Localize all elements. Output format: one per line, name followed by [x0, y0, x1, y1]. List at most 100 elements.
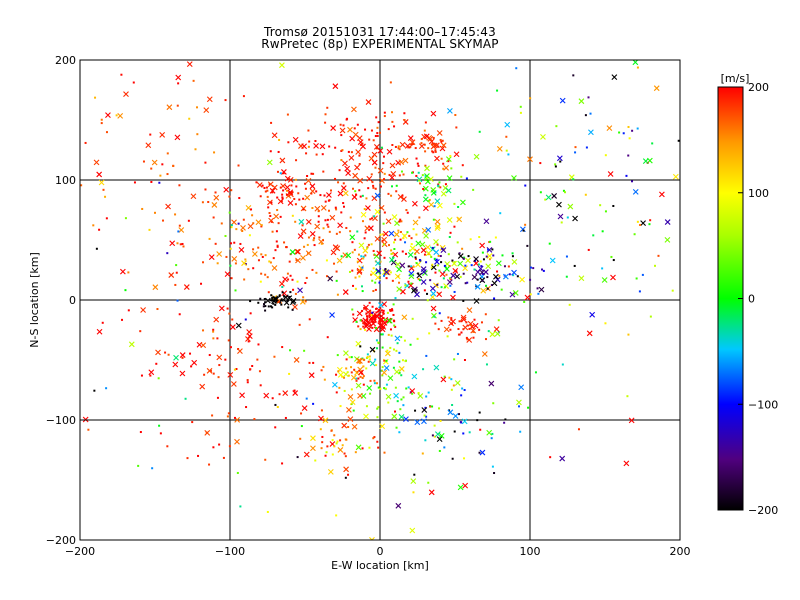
data-point-dot — [352, 284, 355, 287]
data-point-dot — [493, 472, 496, 475]
data-point-dot — [467, 255, 470, 258]
data-point-x-marker — [447, 107, 453, 114]
data-point-dot — [224, 235, 227, 238]
data-point-dot — [626, 395, 629, 398]
data-point-x-marker — [453, 151, 460, 158]
data-point-dot — [104, 195, 107, 198]
data-point-x-marker — [601, 277, 608, 283]
data-point-dot — [264, 190, 267, 193]
data-point-dot — [213, 151, 216, 154]
data-point-dot — [363, 358, 366, 361]
data-point-dot — [393, 241, 396, 244]
data-point-dot — [184, 397, 187, 400]
data-point-x-marker — [369, 360, 376, 367]
data-point-dot — [391, 308, 394, 311]
data-point-dot — [515, 67, 518, 70]
data-point-dot — [251, 214, 254, 217]
data-point-dot — [98, 228, 101, 231]
data-point-dot — [260, 225, 263, 228]
data-point-dot — [370, 243, 373, 246]
data-point-dot — [434, 149, 437, 152]
data-point-x-marker — [481, 351, 488, 357]
data-point-dot — [259, 384, 262, 387]
data-point-dot — [492, 254, 495, 257]
data-point-dot — [214, 191, 217, 194]
data-point-dot — [115, 114, 118, 117]
data-point-dot — [424, 164, 427, 167]
data-point-x-marker — [374, 192, 381, 199]
data-point-x-marker — [206, 96, 213, 103]
data-point-x-marker — [279, 62, 285, 69]
data-point-dot — [294, 178, 297, 181]
data-point-dot — [150, 167, 153, 170]
data-point-dot — [382, 162, 385, 165]
data-point-dot — [404, 241, 407, 244]
data-point-dot — [438, 312, 441, 315]
data-point-dot — [398, 148, 401, 151]
data-point-dot — [376, 407, 379, 410]
data-point-dot — [294, 292, 297, 295]
data-point-dot — [484, 313, 487, 316]
data-point-x-marker — [559, 455, 566, 462]
data-point-dot — [382, 274, 385, 277]
data-point-x-marker — [461, 418, 468, 425]
data-point-x-marker — [179, 370, 186, 377]
data-point-dot — [469, 238, 472, 241]
data-point-x-marker — [281, 169, 287, 175]
data-point-dot — [304, 187, 307, 190]
data-point-x-marker — [292, 304, 298, 310]
data-point-dot — [424, 439, 427, 442]
data-point-dot — [393, 324, 396, 327]
data-point-dot — [346, 117, 349, 120]
data-point-dot — [233, 416, 236, 419]
data-point-dot — [446, 335, 449, 338]
data-point-x-marker — [383, 269, 390, 276]
data-point-dot — [364, 231, 367, 234]
data-point-dot — [281, 462, 284, 465]
data-point-dot — [449, 231, 452, 234]
data-point-x-marker — [230, 324, 236, 330]
data-point-x-marker — [379, 423, 386, 430]
data-point-dot — [448, 236, 451, 239]
data-point-dot — [260, 253, 263, 256]
data-point-x-marker — [295, 257, 301, 264]
data-point-dot — [300, 412, 303, 415]
data-point-x-marker — [309, 230, 316, 237]
data-point-dot — [386, 349, 389, 352]
data-point-dot — [373, 313, 376, 316]
data-point-x-marker — [607, 171, 614, 177]
data-point-dot — [574, 151, 577, 154]
data-point-x-marker — [472, 322, 479, 329]
data-point-dot — [264, 309, 267, 312]
data-point-dot — [416, 162, 419, 165]
data-point-dot — [308, 361, 311, 364]
data-point-dot — [177, 82, 180, 85]
data-point-dot — [462, 299, 465, 302]
data-point-dot — [230, 224, 233, 227]
data-point-dot — [431, 434, 434, 437]
data-point-x-marker — [337, 190, 344, 197]
data-point-dot — [305, 397, 308, 400]
data-point-dot — [281, 196, 284, 199]
data-point-dot — [196, 106, 199, 109]
data-point-dot — [324, 454, 327, 457]
data-point-dot — [376, 347, 379, 350]
data-point-dot — [478, 411, 481, 414]
data-point-dot — [383, 256, 386, 259]
data-point-x-marker — [567, 203, 574, 210]
data-point-dot — [149, 374, 152, 377]
data-point-dot — [393, 248, 396, 251]
data-point-dot — [101, 321, 104, 324]
data-point-x-marker — [470, 327, 477, 334]
data-point-dot — [411, 392, 414, 395]
data-point-dot — [392, 366, 395, 369]
data-point-x-marker — [343, 371, 349, 378]
data-point-x-marker — [357, 177, 364, 184]
data-point-dot — [379, 387, 382, 390]
data-point-dot — [390, 185, 393, 188]
data-point-dot — [466, 324, 469, 327]
data-point-dot — [306, 174, 309, 177]
data-point-x-marker — [269, 187, 276, 194]
data-point-dot — [281, 299, 284, 302]
data-point-dot — [604, 322, 607, 325]
